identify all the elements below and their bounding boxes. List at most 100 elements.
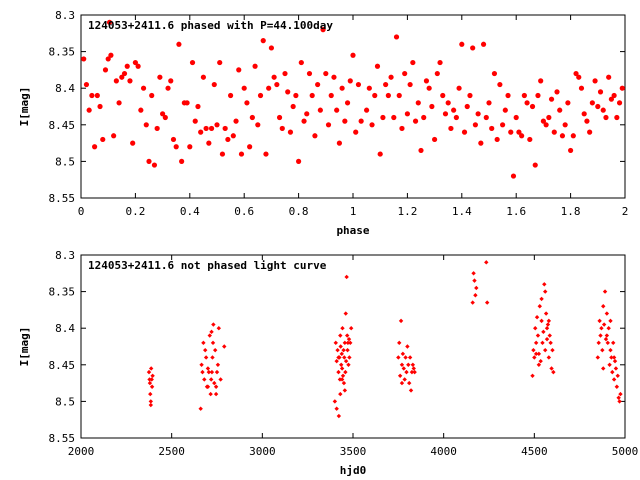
data-point [192,118,198,124]
data-point [399,380,405,386]
data-point [336,140,342,146]
data-point [340,373,346,378]
data-point [217,59,223,66]
data-point [612,358,618,364]
data-point [149,92,155,99]
data-point [400,351,406,357]
data-point [233,118,239,124]
data-point [608,347,613,353]
data-point [609,355,614,360]
data-point [464,103,470,110]
data-point [587,129,593,135]
data-point [472,122,478,128]
data-point [189,59,196,66]
data-point [301,118,307,124]
data-point [208,377,214,382]
data-point [484,260,489,265]
x-tick-label: 1.2 [397,205,417,218]
data-point [616,100,623,106]
data-point [338,344,343,349]
y-tick-label: 8.3 [55,249,75,262]
data-point [559,133,566,139]
data-point [530,373,535,378]
x-tick-label: 1.6 [506,205,526,218]
data-point [486,100,492,106]
data-point [198,129,204,135]
data-point [336,413,342,419]
data-point [407,81,413,88]
data-point [611,92,617,99]
data-point [470,45,476,51]
data-point [470,300,475,305]
y-tick-label: 8.3 [55,9,75,22]
data-point [160,111,166,117]
data-point [606,326,611,331]
data-point [320,27,326,33]
data-point [527,136,533,143]
data-point [343,369,348,375]
data-point [502,107,508,113]
data-point [608,96,615,102]
data-point [335,347,340,353]
data-point [81,56,87,62]
data-point [391,114,397,121]
data-point [602,289,608,294]
data-point [331,74,337,80]
data-point [339,377,345,382]
data-point [205,366,211,371]
data-point [213,391,219,397]
data-point [154,125,160,132]
data-point [405,344,410,349]
data-point [442,111,449,117]
data-point [542,282,547,287]
data-point [483,114,489,121]
data-point [467,92,473,99]
data-point [434,70,440,77]
x-tick-label: 1.4 [452,205,472,218]
data-point [206,369,212,375]
data-point [380,114,386,121]
data-point [202,377,207,382]
data-point [207,333,212,338]
data-point [342,355,347,360]
data-point [148,366,154,371]
x-tick-label: 2 [622,205,629,218]
data-point [168,78,174,84]
data-point [472,278,477,283]
data-point [179,158,185,164]
y-tick-label: 8.5 [55,395,75,408]
data-point [345,340,351,346]
data-point [513,114,519,121]
data-point [539,318,544,324]
data-point [533,351,539,357]
data-point [140,85,147,91]
data-point [339,366,345,371]
data-point [113,78,119,84]
data-point [212,347,218,353]
data-point [540,118,547,124]
data-point [538,78,544,84]
data-point [344,274,349,280]
data-point [276,114,283,121]
data-point [146,158,152,164]
data-points [146,260,623,419]
y-tick-label: 8.4 [55,322,75,335]
data-point [533,340,539,346]
data-point [596,340,601,346]
data-point [491,70,498,77]
x-tick-label: 3000 [249,445,276,458]
data-point [304,111,310,117]
data-point [268,45,274,51]
data-point [176,41,182,47]
data-point [260,38,266,44]
data-point [210,340,216,346]
data-point [611,377,617,382]
data-point [595,103,601,110]
data-point [325,122,332,128]
data-point [338,391,343,397]
data-point [315,81,321,88]
data-point [529,103,536,110]
y-tick-label: 8.55 [49,192,76,205]
data-point [537,304,542,309]
